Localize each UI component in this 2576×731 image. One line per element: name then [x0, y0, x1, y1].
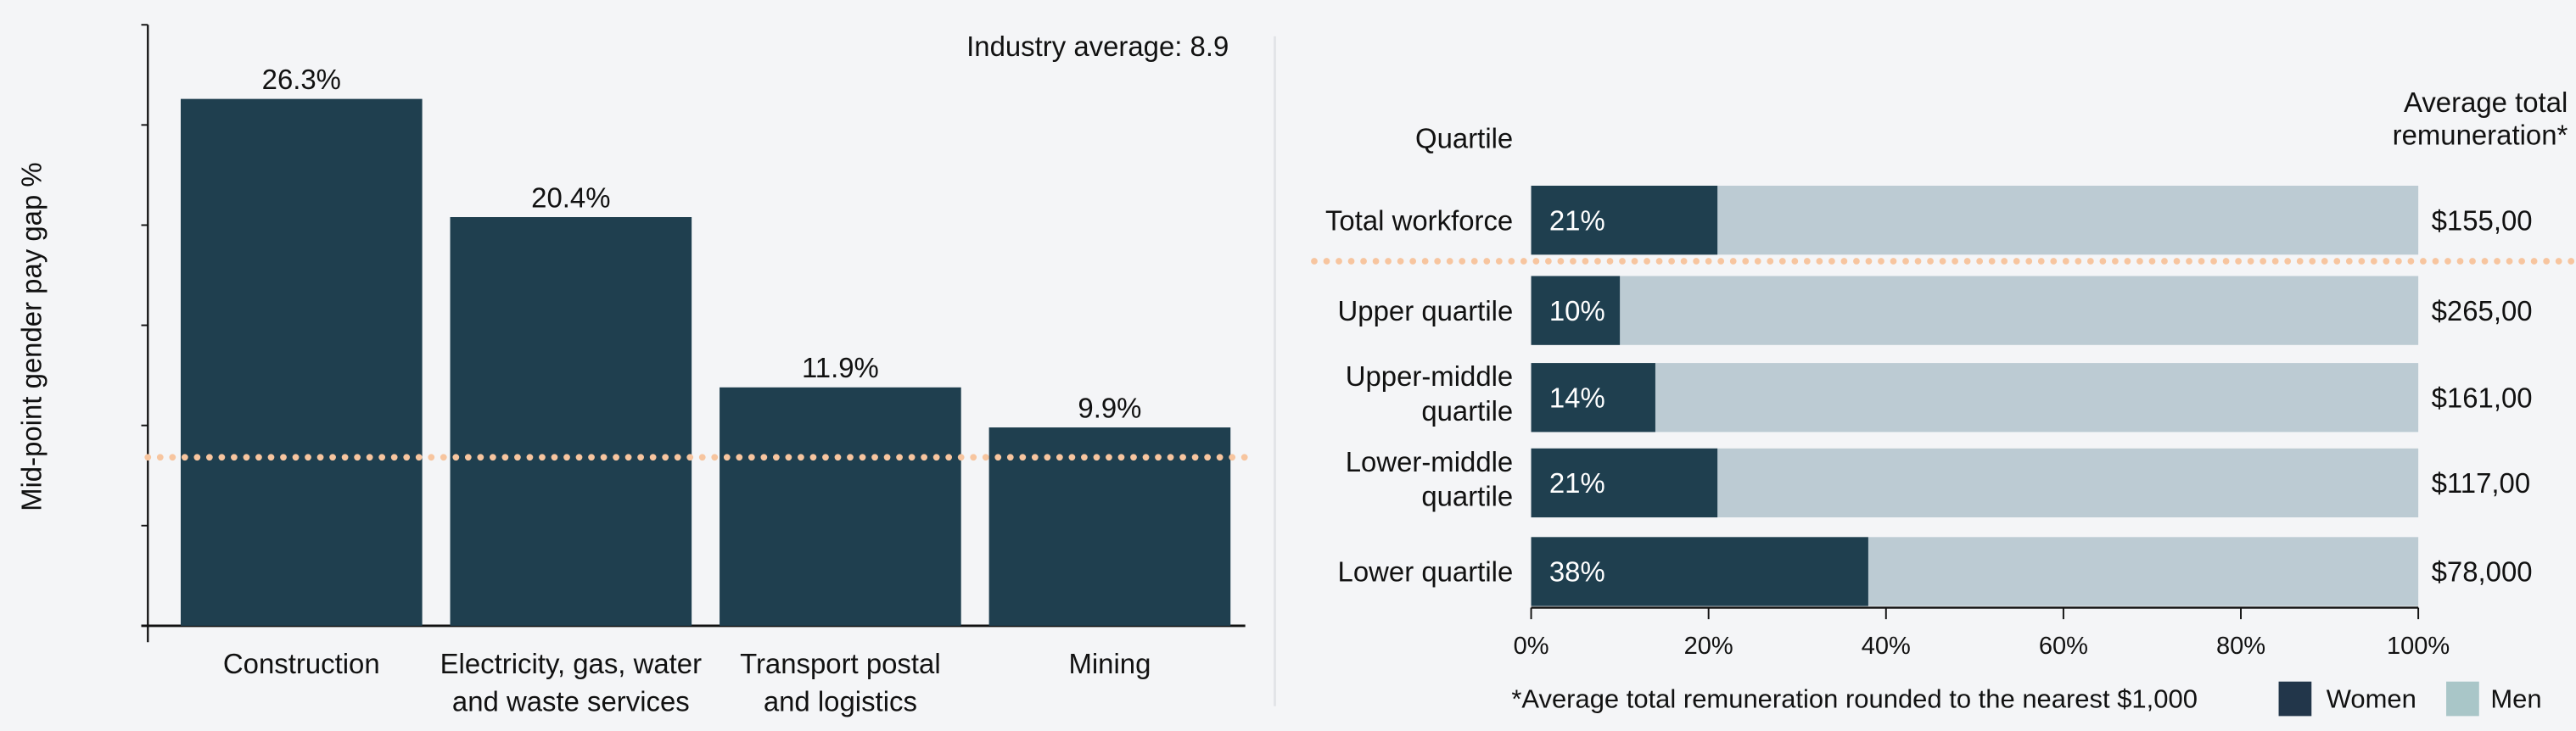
x-tick-label: Construction [223, 648, 380, 679]
x-tick-label: Mining [1068, 648, 1151, 679]
row-label: quartile [1421, 395, 1513, 427]
x-tick-label: Electricity, gas, water [440, 648, 702, 679]
remuneration-value: $78,000 [2432, 556, 2533, 588]
bar-women-label: 14% [1549, 382, 1605, 413]
bar-1 [450, 217, 692, 626]
remuneration-value: $265,00 [2432, 295, 2533, 326]
bar-data-label: 26.3% [262, 64, 341, 95]
bar-data-label: 20.4% [531, 181, 610, 213]
value-header-line1: Average total [2404, 86, 2568, 118]
bar-men-2 [1531, 363, 2419, 432]
bar-women-2 [1531, 363, 1655, 432]
remuneration-value: $155,00 [2432, 204, 2533, 236]
row-label: Lower quartile [1338, 556, 1514, 588]
row-label: Upper-middle [1346, 360, 1514, 392]
x-tick-label: and waste services [452, 686, 690, 717]
row-label: Total workforce [1325, 204, 1513, 236]
legend-label-women: Women [2327, 684, 2416, 714]
bar-2 [720, 387, 961, 626]
x-tick-label: 60% [2039, 633, 2088, 660]
bar-women-label: 38% [1549, 556, 1605, 588]
bar-women-label: 10% [1549, 295, 1605, 326]
row-header: Quartile [1415, 122, 1513, 153]
bar-women-1 [1531, 276, 1621, 345]
x-tick-label: Transport postal [740, 648, 941, 679]
remuneration-value: $117,00 [2432, 467, 2531, 499]
bar-data-label: 11.9% [802, 352, 879, 383]
bar-0 [180, 98, 423, 626]
industry-pay-gap-chart: Mid-point gender pay gap % Industry aver… [15, 24, 1249, 717]
x-tick-label: 100% [2387, 633, 2450, 660]
bar-women-label: 21% [1549, 204, 1605, 236]
x-tick-label: 40% [1862, 633, 1911, 660]
x-tick-label: 20% [1684, 633, 1733, 660]
x-tick-label: and logistics [764, 686, 917, 717]
bar-women-label: 21% [1549, 467, 1605, 499]
bar-women-4 [1531, 537, 1868, 606]
row-label: Upper quartile [1338, 295, 1514, 326]
bar-women-3 [1531, 448, 1718, 518]
bar-men-1 [1531, 276, 2419, 345]
row-label: quartile [1421, 481, 1513, 512]
bar-women-0 [1531, 185, 1718, 255]
footnote: *Average total remuneration rounded to t… [1511, 684, 2198, 714]
x-tick-label: 80% [2216, 633, 2265, 660]
value-header-line2: remuneration* [2393, 120, 2568, 151]
y-axis-label: Mid-point gender pay gap % [15, 162, 47, 511]
quartile-chart: Quartile Average total remuneration* 21%… [1311, 86, 2576, 717]
legend-swatch-women [2278, 681, 2312, 717]
industry-average-label: Industry average: 8.9 [966, 31, 1229, 62]
x-tick-label: 0% [1514, 633, 1549, 660]
bar-data-label: 9.9% [1078, 392, 1141, 423]
row-label: Lower-middle [1346, 446, 1514, 477]
legend-swatch-men [2446, 681, 2479, 717]
remuneration-value: $161,00 [2432, 382, 2533, 413]
legend-label-men: Men [2490, 684, 2541, 714]
